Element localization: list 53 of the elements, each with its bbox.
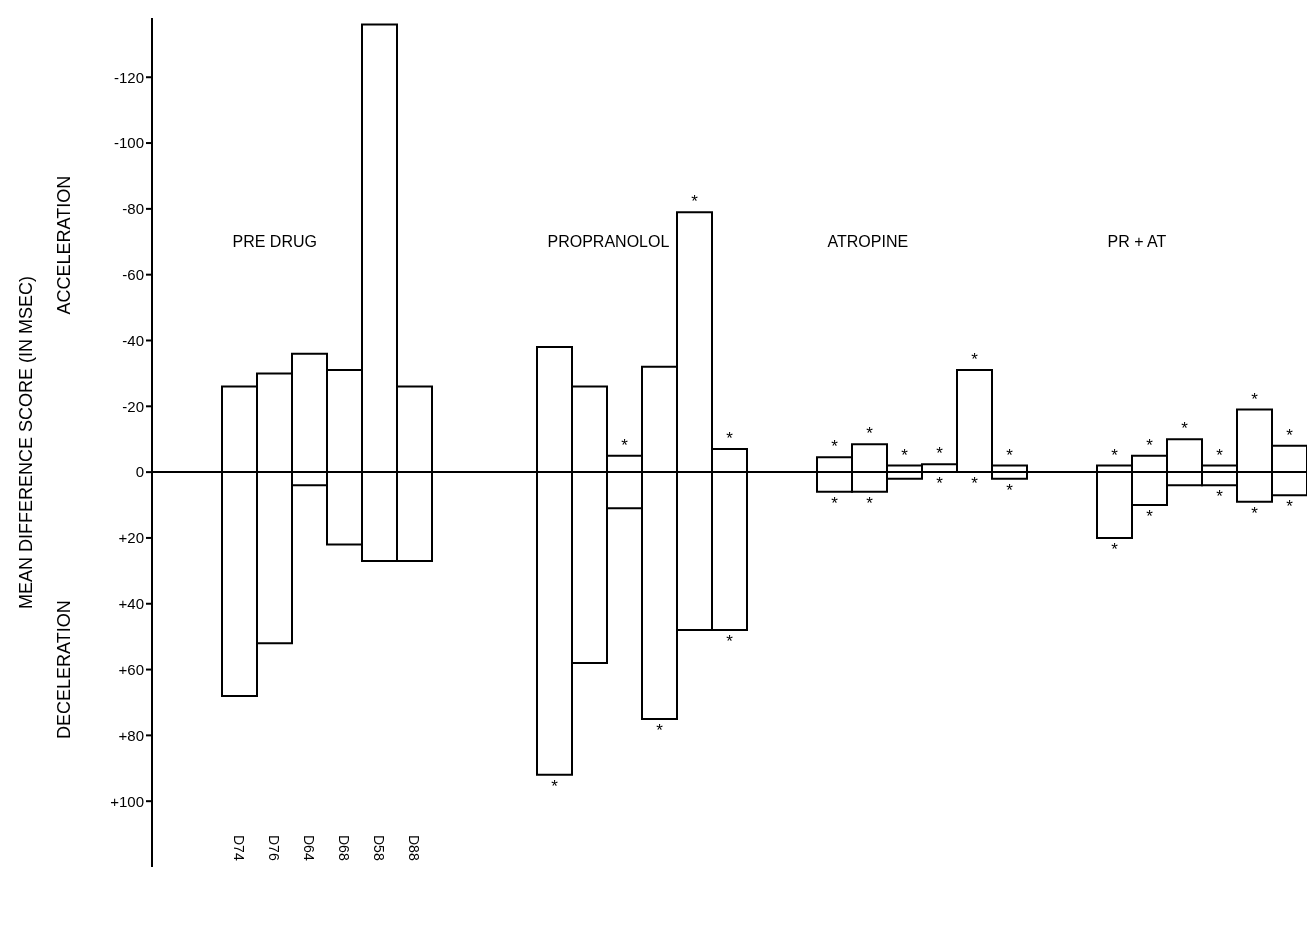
data-label: * xyxy=(1006,480,1014,500)
data-label: * xyxy=(1216,487,1224,507)
data-label: * xyxy=(1146,507,1154,527)
data-label: * xyxy=(1251,503,1259,523)
text: ACCELERATION xyxy=(54,175,74,315)
data-label: * xyxy=(1286,425,1294,445)
data-label: * xyxy=(1286,497,1294,517)
data-label: * xyxy=(866,424,874,444)
data-label: * xyxy=(691,192,699,212)
y-tick-label: +80 xyxy=(118,726,144,744)
text: DECELERATION xyxy=(54,600,74,739)
data-label: * xyxy=(866,493,874,513)
y-tick-label: +100 xyxy=(110,792,144,810)
data-label: * xyxy=(901,445,909,465)
data-label: * xyxy=(971,350,979,370)
y-tick-label: +60 xyxy=(118,660,144,678)
data-label: * xyxy=(971,474,979,494)
data-label: * xyxy=(831,493,839,513)
y-tick-label: -80 xyxy=(122,200,144,218)
y-tick-label: -20 xyxy=(122,397,144,415)
annotation: ATROPINE xyxy=(827,233,909,251)
data-label: * xyxy=(831,437,839,457)
data-label: * xyxy=(936,474,944,494)
annotation: PRE DRUG xyxy=(232,233,317,251)
annotation: PROPRANOLOL xyxy=(547,233,670,251)
data-label: * xyxy=(1251,389,1259,409)
data-label: * xyxy=(1216,445,1224,465)
data-label: * xyxy=(1006,445,1014,465)
data-label: * xyxy=(726,632,734,652)
data-label: * xyxy=(936,444,944,464)
y-axis-title: MEAN DIFFERENCE SCORE (IN MSEC) xyxy=(16,275,36,610)
data-label: * xyxy=(1181,419,1189,439)
data-label: * xyxy=(621,435,629,455)
y-tick-label: +20 xyxy=(118,529,144,547)
y-tick-label: -40 xyxy=(122,331,144,349)
annotation: PR + AT xyxy=(1107,233,1167,251)
x-tick-label: D76 xyxy=(265,835,282,861)
x-tick-label: D68 xyxy=(335,835,352,861)
x-tick-label: D58 xyxy=(370,835,387,861)
y-tick-label: -100 xyxy=(113,134,144,152)
data-label: * xyxy=(656,720,664,740)
data-label: * xyxy=(551,776,559,796)
x-tick-label: D64 xyxy=(300,835,317,861)
y-tick-label: +40 xyxy=(118,595,144,613)
y-tick-label: -120 xyxy=(113,68,144,86)
x-tick-label: D88 xyxy=(405,835,422,861)
data-label: * xyxy=(1146,435,1154,455)
data-label: * xyxy=(1111,445,1119,465)
y-tick-label: -60 xyxy=(122,266,144,283)
x-tick-label: D74 xyxy=(230,835,247,861)
y-tick-label: 0 xyxy=(135,463,144,481)
data-label: * xyxy=(1111,539,1119,559)
data-label: * xyxy=(726,429,734,449)
